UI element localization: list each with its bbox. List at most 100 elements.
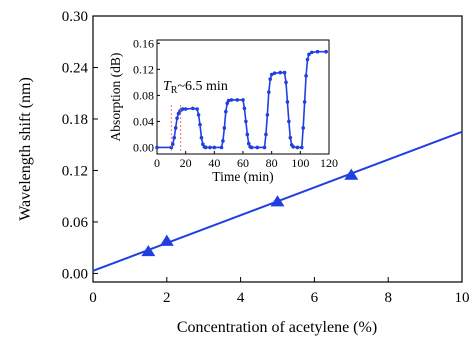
inset-data-point	[242, 106, 247, 111]
inset-data-point	[304, 74, 308, 78]
inset-y-tick-label: 0.12	[133, 62, 154, 76]
inset-data-point	[172, 135, 176, 140]
inset-data-point	[272, 71, 277, 76]
inset-y-tick-label: 0.16	[133, 36, 154, 50]
inset-data-point	[191, 106, 195, 111]
main-y-tick-label: 0.30	[62, 9, 88, 25]
inset-x-ticks: 0 20 40 60 80 100 120	[154, 151, 338, 170]
inset-data-point	[181, 107, 185, 111]
main-y-tick-label: 0.18	[62, 112, 88, 128]
inset-data-point	[315, 49, 320, 54]
inset-x-tick-label: 60	[237, 156, 249, 170]
inset-data-point	[246, 141, 251, 146]
inset-data-point	[307, 52, 311, 57]
inset-x-tick-label: 40	[208, 156, 220, 170]
inset-annotation: TR~6.5 min	[163, 79, 228, 96]
inset-chart: 0 20 40 60 80 100 120 0.00 0.04 0.08 0.12 0.16 TR~…	[108, 36, 338, 184]
inset-x-tick-label: 20	[180, 156, 192, 170]
main-y-tick-label: 0.00	[62, 266, 88, 282]
inset-data-point	[226, 98, 231, 103]
main-x-ticks: 0 2 4 6 8 10	[89, 277, 470, 306]
inset-data-point	[291, 145, 295, 149]
inset-data-point	[195, 107, 199, 111]
main-data-point	[270, 195, 285, 207]
inset-data-point	[198, 122, 202, 127]
inset-y-axis-title: Absorption (dB)	[108, 53, 123, 142]
inset-data-point	[235, 98, 240, 102]
inset-data-point	[324, 49, 328, 54]
inset-data-point	[255, 145, 260, 150]
main-y-tick-label: 0.24	[62, 60, 89, 76]
main-y-tick-label: 0.06	[62, 215, 89, 231]
inset-data-point	[212, 145, 217, 150]
main-y-ticks: 0.00 0.06 0.12 0.18 0.24 0.30	[62, 9, 98, 282]
inset-data-point	[264, 132, 268, 137]
inset-data-point	[169, 145, 174, 150]
inset-data-point	[285, 100, 290, 104]
main-chart: 0 2 4 6 8 10 0.00 0.06 0.12 0.18 0.24 0.30 Concent…	[17, 9, 470, 336]
inset-data-point	[310, 50, 314, 55]
inset-data-point	[299, 145, 304, 150]
main-data-point	[141, 244, 156, 257]
inset-data-point	[183, 107, 188, 111]
inset-data-point	[282, 70, 287, 75]
main-x-tick-label: 4	[237, 290, 245, 306]
annotation-sub: R	[171, 85, 178, 96]
inset-response-markers	[170, 105, 182, 151]
inset-data-point	[267, 90, 271, 94]
inset-y-ticks: 0.00 0.04 0.08 0.12 0.16	[133, 36, 160, 154]
inset-data-point	[155, 145, 159, 150]
inset-x-axis-title: Time (min)	[212, 169, 273, 184]
inset-data-point	[305, 57, 310, 62]
inset-data-point	[241, 98, 245, 102]
main-x-axis-title: Concentration of acetylene (%)	[177, 319, 377, 336]
inset-data-point	[278, 70, 283, 75]
inset-data-point	[219, 145, 224, 150]
inset-x-tick-label: 120	[320, 156, 338, 170]
inset-data-point	[245, 132, 250, 137]
inset-data-point	[173, 126, 178, 130]
annotation-text: ~6.5 min	[177, 79, 227, 94]
inset-points	[155, 49, 328, 150]
inset-data-point	[295, 145, 300, 150]
inset-background	[154, 40, 329, 154]
inset-data-point	[170, 142, 175, 147]
main-y-tick-label: 0.12	[62, 163, 88, 179]
inset-data-point	[196, 113, 201, 117]
main-data-point	[344, 168, 359, 180]
main-x-tick-label: 6	[311, 290, 319, 306]
inset-y-tick-label: 0.00	[133, 140, 154, 154]
main-x-tick-label: 0	[89, 290, 97, 306]
inset-data-point	[199, 135, 204, 140]
inset-data-point	[262, 145, 267, 150]
inset-data-point	[265, 113, 270, 117]
inset-data-point	[222, 126, 227, 130]
inset-x-tick-label: 100	[291, 156, 309, 170]
inset-data-point	[302, 100, 307, 104]
inset-data-point	[287, 119, 291, 124]
main-points	[141, 168, 359, 257]
main-x-tick-label: 8	[384, 290, 392, 306]
inset-data-point	[203, 145, 208, 150]
inset-data-point	[269, 72, 274, 77]
inset-data-point	[249, 145, 254, 150]
inset-data-point	[208, 145, 212, 150]
inset-data-point	[221, 139, 225, 143]
inset-data-point	[301, 126, 306, 130]
main-x-tick-label: 2	[163, 290, 171, 306]
inset-data-point	[288, 135, 293, 140]
main-data-point	[159, 234, 174, 246]
main-y-axis-title: Wavelength shift (nm)	[17, 77, 34, 221]
inset-y-tick-label: 0.08	[133, 88, 154, 102]
inset-data-point	[224, 109, 228, 114]
inset-data-point	[268, 77, 273, 81]
inset-data-point	[244, 119, 248, 124]
inset-data-point	[229, 98, 234, 102]
inset-data-point	[284, 80, 288, 85]
annotation-prefix: T	[163, 79, 172, 94]
inset-y-tick-label: 0.04	[133, 114, 154, 128]
inset-x-tick-label: 80	[266, 156, 278, 170]
inset-data-point	[175, 116, 179, 120]
main-x-tick-label: 10	[455, 290, 470, 306]
